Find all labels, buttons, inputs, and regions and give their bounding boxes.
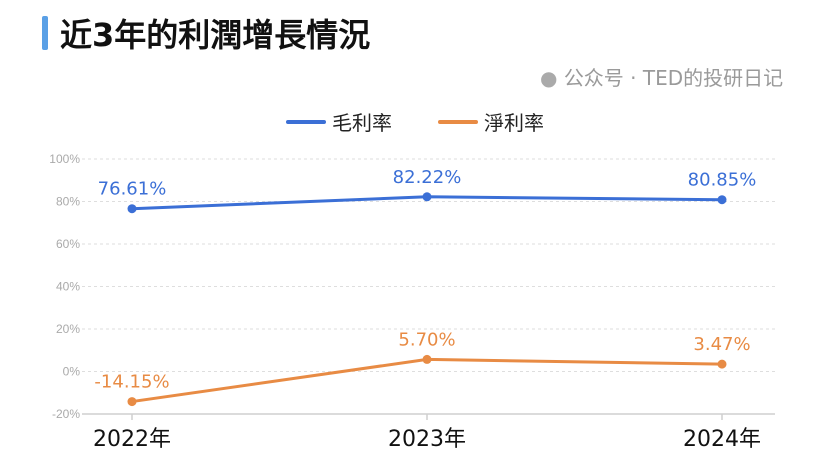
- data-label: 76.61%: [98, 179, 167, 200]
- data-label: 82.22%: [393, 167, 462, 188]
- x-tick-label: 2023年: [388, 427, 466, 452]
- y-tick-label: -20%: [52, 407, 80, 421]
- y-tick-label: 40%: [56, 280, 80, 294]
- title-accent-bar: [42, 16, 48, 50]
- y-tick-label: 20%: [56, 322, 80, 336]
- page-title: 近3年的利潤增長情況: [60, 16, 371, 54]
- legend-label: 毛利率: [332, 111, 392, 135]
- y-tick-label: 100%: [49, 152, 80, 166]
- y-tick-label: 0%: [63, 365, 81, 379]
- x-tick-label: 2024年: [683, 427, 761, 452]
- watermark-text: 公众号 · TED的投研日记: [563, 66, 784, 90]
- data-label: -14.15%: [94, 372, 169, 393]
- data-label: 5.70%: [398, 329, 455, 350]
- legend-label: 淨利率: [484, 111, 544, 135]
- data-point: [717, 359, 727, 369]
- data-point: [422, 354, 432, 364]
- data-point: [127, 204, 137, 214]
- data-label: 3.47%: [693, 334, 750, 355]
- data-label: 80.85%: [688, 170, 757, 191]
- watermark: ● 公众号 · TED的投研日记: [540, 62, 783, 91]
- data-point: [422, 192, 432, 202]
- y-tick-label: 80%: [56, 195, 80, 209]
- x-tick-label: 2022年: [93, 427, 171, 452]
- data-point: [127, 397, 137, 407]
- y-tick-label: 60%: [56, 237, 80, 251]
- wechat-icon: ●: [540, 66, 558, 90]
- data-point: [717, 195, 727, 205]
- series-line: [131, 357, 723, 404]
